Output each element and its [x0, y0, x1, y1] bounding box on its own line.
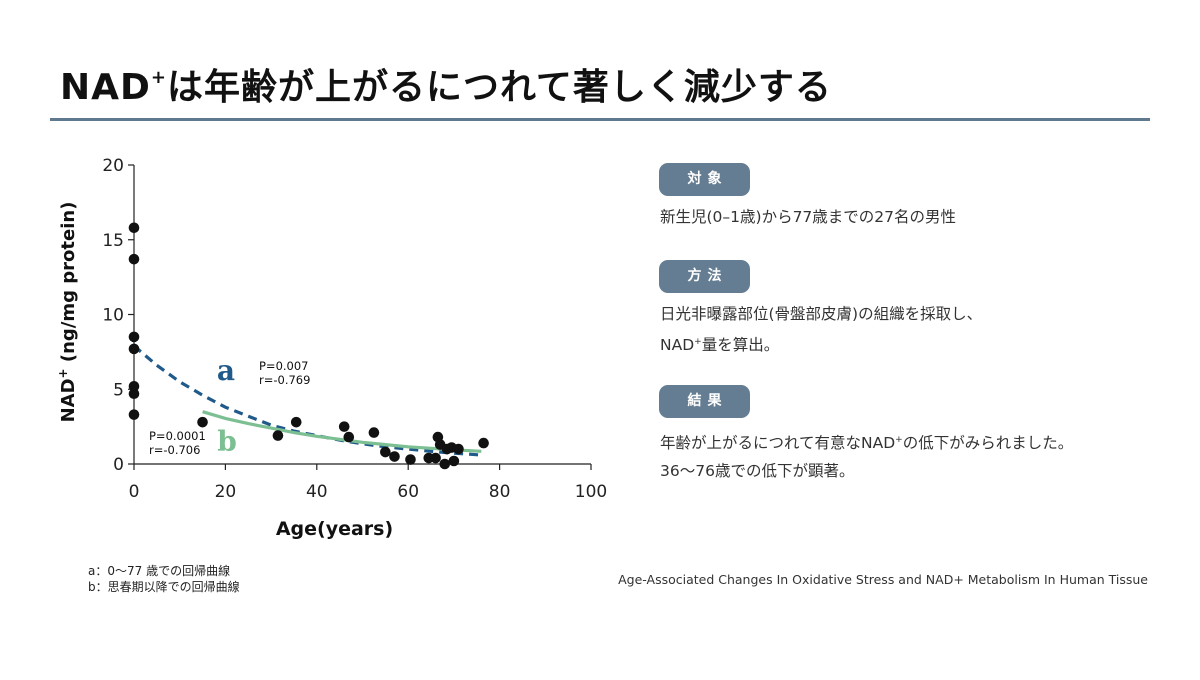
x-tick-label: 80: [489, 482, 511, 502]
data-point: [128, 388, 140, 400]
y-axis-title: NAD+ (ng/mg protein): [56, 202, 79, 423]
x-tick-label: 0: [129, 482, 140, 502]
source-citation: Age-Associated Changes In Oxidative Stre…: [618, 572, 1148, 587]
data-point: [448, 455, 460, 467]
data-point: [405, 454, 416, 465]
regression-curve-b: [202, 410, 482, 453]
note-curve-a: a：0〜77 歳での回帰曲線: [88, 564, 231, 578]
data-point: [439, 458, 451, 470]
curve-a-label: a: [217, 354, 235, 387]
y-tick-label: 20: [102, 156, 124, 176]
badge-method: 方法: [659, 260, 750, 293]
data-point: [453, 443, 464, 455]
data-point: [197, 416, 208, 428]
result-description: 年齢が上がるにつれて有意なNAD+の低下がみられました。 36〜76歳での低下が…: [660, 434, 1074, 481]
badge-target: 対象: [659, 163, 750, 196]
data-point: [389, 451, 400, 462]
chart-axes: 0 5 10 15 20 0 20 40 60 80 100 Age(years) NAD+ (ng/m…: [56, 156, 607, 540]
data-point: [128, 253, 140, 265]
data-point: [380, 446, 391, 458]
data-point: [128, 380, 140, 392]
nad-scatter-chart: 0 5 10 15 20 0 20 40 60 80 100 Age(years) NAD+ (ng/m…: [56, 156, 607, 540]
x-tick-label: 60: [397, 482, 419, 502]
curve-b-p-value: P=0.0001: [149, 429, 206, 443]
curve-a-r-value: r=-0.769: [259, 373, 310, 387]
data-point: [128, 222, 140, 234]
x-tick-label: 40: [306, 482, 328, 502]
regression-curves: [132, 344, 482, 457]
data-points: [128, 222, 489, 470]
title-divider: [50, 118, 1150, 121]
x-tick-label: 100: [575, 482, 607, 502]
data-point: [128, 331, 140, 343]
x-axis-title: Age(years): [276, 518, 393, 540]
curve-a-p-value: P=0.007: [259, 359, 309, 373]
data-point: [478, 437, 489, 449]
y-tick-label: 15: [102, 231, 124, 251]
y-tick-label: 5: [113, 380, 124, 400]
note-curve-b: b：思春期以降での回帰曲線: [88, 580, 240, 594]
data-point: [290, 416, 302, 428]
data-point: [430, 452, 441, 464]
y-tick-label: 0: [113, 455, 124, 475]
target-description: 新生児(0–1歳)から77歳までの27名の男性: [660, 208, 957, 226]
data-point: [272, 430, 284, 441]
x-tick-label: 20: [215, 482, 237, 502]
page-title: NAD+は年齢が上がるにつれて著しく減少する: [60, 67, 832, 108]
curve-b-r-value: r=-0.706: [149, 443, 200, 457]
curve-b-label: b: [217, 425, 237, 458]
data-point: [368, 427, 380, 438]
data-point: [343, 431, 355, 443]
method-description: 日光非曝露部位(骨盤部皮膚)の組織を採取し、 NAD+量を算出。: [660, 305, 983, 355]
data-point: [338, 421, 350, 432]
y-tick-label: 10: [102, 306, 124, 326]
badge-result: 結果: [659, 385, 750, 418]
data-point: [128, 409, 140, 420]
data-point: [128, 343, 140, 355]
